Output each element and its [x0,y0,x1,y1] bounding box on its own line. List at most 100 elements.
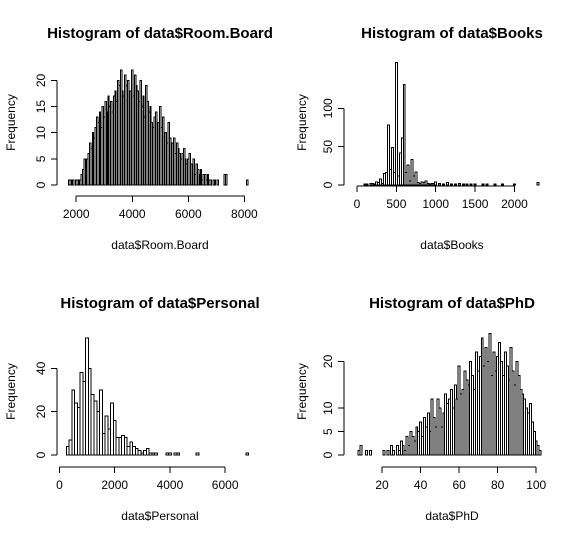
histogram-bar [457,182,461,186]
bars [65,337,250,456]
panel-personal: Histogram of data$Personal 0 2000 4000 6000 d… [4,295,260,523]
y-axis: 0 5 10 20 [321,354,345,458]
y-tick-label: 0 [321,181,335,188]
histogram-bar [199,168,203,186]
x-tick-label: 20 [375,478,389,492]
y-tick-label: 5 [321,428,335,435]
y-tick-label: 20 [34,405,48,419]
x-tick-label: 8000 [231,207,258,221]
histogram-bar [387,124,390,186]
x-tick-label: 1000 [422,197,449,211]
x-tick-label: 60 [452,478,466,492]
histogram-bar [216,179,219,186]
histogram-bar [536,182,540,186]
histogram-bar [209,179,212,186]
y-tick-label: 0 [34,451,48,458]
x-tick-label: 80 [491,478,505,492]
x-tick-label: 500 [386,197,406,211]
x-axis: 20 40 60 80 100 [375,466,547,492]
y-tick-label: 10 [34,126,48,140]
x-tick-label: 2000 [101,478,128,492]
histogram-bar [469,183,473,186]
histogram-bar [369,449,372,456]
x-tick-label: 2000 [63,207,90,221]
x-tick-label: 0 [56,478,63,492]
x-axis-label: data$Personal [121,509,198,523]
histogram-bar [438,182,442,186]
histogram-bar [72,179,75,186]
histogram-bar [406,164,410,186]
histogram-bar [442,183,446,186]
histogram-bar [473,183,477,186]
y-axis-label: Frequency [295,363,309,420]
y-tick-label: 50 [321,140,335,154]
histogram-bar [213,179,217,186]
histogram-bar [245,452,250,456]
histogram-bar [410,159,414,186]
histogram-bar [512,183,516,186]
y-axis: 0 20 40 [34,361,58,458]
histogram-bar [501,183,505,186]
y-tick-label: 20 [321,354,335,368]
histogram-bar [538,449,542,456]
y-tick-label: 20 [34,73,48,87]
chart-title: Histogram of data$Room.Board [47,25,273,42]
histogram-bar [465,183,469,186]
histogram-bar [392,449,396,456]
y-tick-label: 0 [321,451,335,458]
x-tick-label: 100 [526,478,546,492]
histogram-bar [402,84,406,186]
histogram-bar [145,448,150,456]
x-axis: 2000 4000 6000 8000 [63,195,258,221]
histogram-bar [485,183,489,186]
x-tick-label: 4000 [157,478,184,492]
x-tick-label: 4000 [119,207,146,221]
histogram-bar [154,452,159,456]
histogram-bar [446,182,450,186]
y-axis: 0 50 100 [321,98,345,188]
x-tick-label: 40 [414,478,428,492]
y-axis-label: Frequency [4,94,18,151]
bars [357,332,542,456]
x-axis: 0 500 1000 1500 2000 [354,185,528,211]
histogram-bar [481,183,485,186]
histogram-bar [224,174,228,186]
y-axis: 0 5 10 15 20 [34,73,58,188]
histogram-bar [176,452,181,456]
histogram-bar [246,179,249,186]
histogram-bar [365,183,369,186]
histogram-bar [365,449,369,456]
y-tick-label: 40 [34,361,48,375]
y-tick-label: 15 [34,100,48,114]
y-tick-label: 5 [34,155,48,162]
chart-title: Histogram of data$PhD [369,295,535,312]
histogram-bar [453,183,457,186]
y-tick-label: 100 [321,98,335,118]
histogram-bar [394,61,398,186]
chart-title: Histogram of data$Books [361,25,543,42]
histogram-bar [359,445,363,456]
histogram-bar [99,389,103,456]
chart-title: Histogram of data$Personal [60,295,259,312]
histogram-bar [449,183,453,186]
histogram-bar [168,452,172,456]
x-axis: 0 2000 4000 6000 [56,466,239,492]
x-axis-label: data$PhD [425,509,479,523]
x-tick-label: 0 [354,197,361,211]
y-tick-label: 0 [34,181,48,188]
y-tick-label: 10 [321,401,335,415]
x-axis-label: data$Room.Board [111,238,208,252]
histogram-bar [192,158,196,186]
histogram-bar [493,183,497,186]
panel-room-board: Histogram of data$Room.Board 2000 4000 6000… [4,25,273,252]
histogram-bar [386,449,390,456]
y-axis-label: Frequency [4,363,18,420]
histogram-bar [390,146,394,186]
y-axis-label: Frequency [295,94,309,151]
bars [68,69,249,186]
histogram-bar [461,183,465,186]
x-tick-label: 1500 [462,197,489,211]
